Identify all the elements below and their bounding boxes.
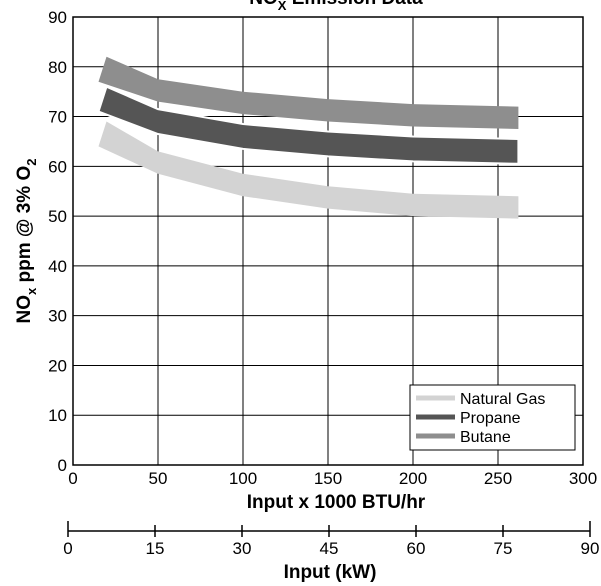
secondary-tick-label: 30 bbox=[233, 539, 252, 558]
legend-label-propane: Propane bbox=[460, 410, 521, 427]
band-propane bbox=[97, 85, 520, 165]
secondary-tick-label: 75 bbox=[494, 539, 513, 558]
secondary-tick-label: 0 bbox=[63, 539, 72, 558]
chart-title-main: NO bbox=[249, 0, 278, 9]
secondary-tick-label: 60 bbox=[407, 539, 426, 558]
y-tick-label: 80 bbox=[48, 58, 67, 77]
secondary-tick-label: 90 bbox=[581, 539, 600, 558]
y-label-main: NO bbox=[14, 295, 35, 324]
x-tick-label: 300 bbox=[569, 469, 597, 488]
x-tick-label: 250 bbox=[484, 469, 512, 488]
y-tick-label: 60 bbox=[48, 157, 67, 176]
plot-frame bbox=[72, 16, 584, 466]
chart-title-sub: X bbox=[278, 0, 287, 13]
secondary-x-axis: 0 15 30 45 60 75 90 bbox=[63, 521, 599, 558]
chart-title: NOX Emission Data bbox=[249, 0, 423, 13]
emission-bands bbox=[97, 56, 520, 219]
chart-title-rest: Emission Data bbox=[286, 0, 423, 9]
y-axis-label: NOx ppm @ 3% O2 bbox=[14, 159, 39, 324]
y-label-sub1: x bbox=[24, 287, 39, 295]
x-tick-labels: 0 50 100 150 200 250 300 bbox=[68, 469, 597, 488]
y-tick-label: 20 bbox=[48, 356, 67, 375]
y-tick-label: 90 bbox=[48, 8, 67, 27]
secondary-x-axis-label: Input (kW) bbox=[284, 562, 377, 583]
y-tick-labels: 0 10 20 30 40 50 60 70 80 90 bbox=[48, 8, 67, 475]
x-tick-label: 0 bbox=[68, 469, 77, 488]
legend-label-natural-gas: Natural Gas bbox=[460, 391, 545, 408]
x-tick-label: 50 bbox=[149, 469, 168, 488]
x-axis-label: Input x 1000 BTU/hr bbox=[247, 492, 426, 513]
y-tick-label: 0 bbox=[58, 456, 67, 475]
band-natural-gas bbox=[98, 121, 519, 219]
x-tick-label: 150 bbox=[314, 469, 342, 488]
x-tick-label: 100 bbox=[229, 469, 257, 488]
y-label-sub2: 2 bbox=[24, 159, 39, 166]
y-tick-label: 50 bbox=[48, 207, 67, 226]
y-tick-label: 30 bbox=[48, 307, 67, 326]
secondary-tick-label: 45 bbox=[320, 539, 339, 558]
legend: Natural Gas Propane Butane bbox=[409, 384, 576, 451]
y-tick-label: 70 bbox=[48, 108, 67, 127]
band-butane bbox=[98, 56, 519, 129]
secondary-tick-label: 15 bbox=[146, 539, 165, 558]
y-tick-label: 10 bbox=[48, 406, 67, 425]
x-tick-label: 200 bbox=[399, 469, 427, 488]
legend-label-butane: Butane bbox=[460, 429, 511, 446]
y-label-mid: ppm @ 3% O bbox=[14, 166, 35, 288]
y-tick-label: 40 bbox=[48, 257, 67, 276]
